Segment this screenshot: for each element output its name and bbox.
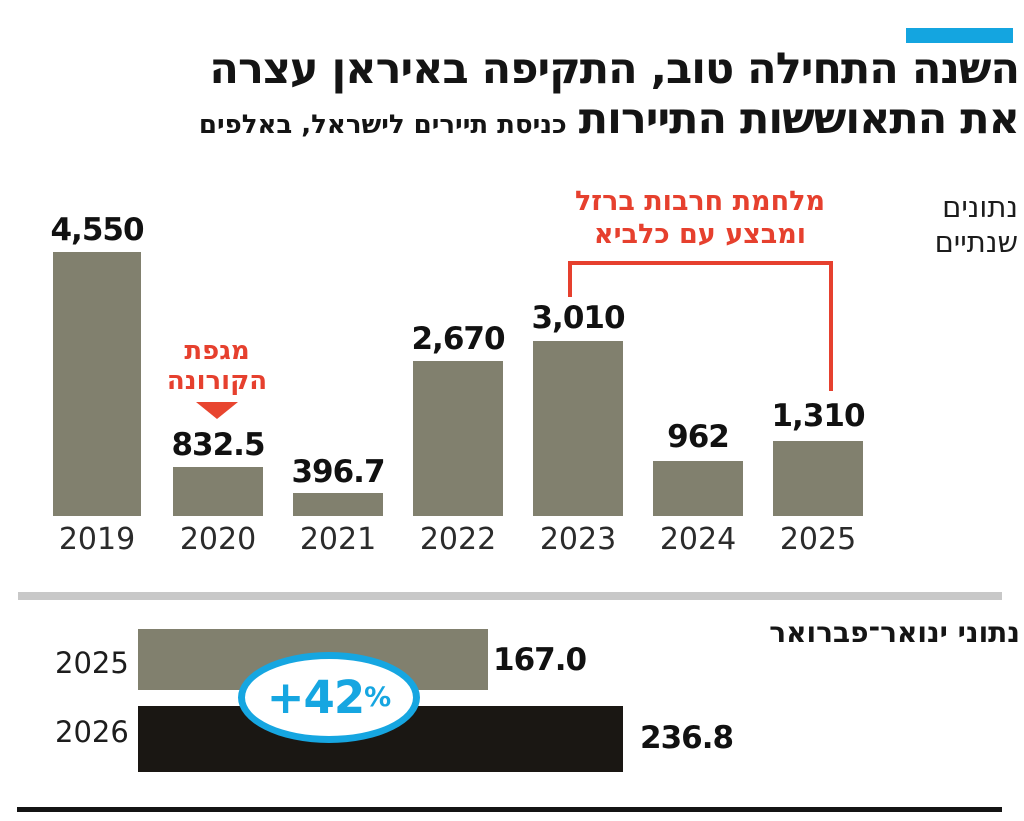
headline-line2: את התאוששות התיירות כניסת תיירים לישראל,… [198, 94, 1020, 144]
value-label-2022: 2,670 [411, 321, 505, 357]
bar-2021 [293, 493, 383, 516]
headline-line2-bold: את התאוששות התיירות [578, 94, 1020, 144]
value-label-2019: 4,550 [50, 212, 144, 248]
year-label-2020: 2020 [179, 522, 257, 557]
value-label-2023: 3,010 [531, 300, 625, 336]
corona-annotation-line1: מגפת [184, 336, 250, 366]
monthly-cat-2026: 2026 [55, 715, 129, 749]
bar-2022 [413, 361, 503, 516]
war-annotation: מלחמת חרבות ברזל ומבצע עם כלביא [575, 185, 825, 251]
year-label-2019: 2019 [58, 522, 136, 557]
growth-badge: +42 % [238, 652, 420, 743]
value-label-2021: 396.7 [291, 454, 385, 490]
bracket-right-tick [829, 261, 833, 391]
bar-2025 [773, 441, 863, 516]
growth-badge-value: +42 [266, 671, 365, 724]
growth-badge-unit: % [364, 682, 392, 713]
corona-annotation: מגפת הקורונה [167, 336, 267, 396]
bar-2023 [533, 341, 623, 516]
year-label-2025: 2025 [779, 522, 857, 557]
monthly-value-2025: 167.0 [493, 642, 587, 678]
monthly-value-2026: 236.8 [640, 720, 734, 756]
headline-line1: השנה התחילה טוב, התקיפה באיראן עצרה [209, 44, 1020, 94]
value-label-2024: 962 [667, 419, 730, 455]
section-divider [18, 592, 1002, 600]
annual-data-label: נתונים שנתיים [935, 190, 1018, 260]
down-triangle-icon [196, 402, 238, 419]
monthly-chart-title: נתוני ינואר־פברואר [769, 616, 1020, 649]
bottom-rule [17, 807, 1002, 812]
bar-2019 [53, 252, 141, 516]
bar-2024 [653, 461, 743, 516]
corona-annotation-line2: הקורונה [166, 366, 268, 396]
bar-2020 [173, 467, 263, 516]
bracket-left-tick [568, 261, 572, 297]
war-annotation-line1: מלחמת חרבות ברזל [574, 186, 826, 217]
year-label-2024: 2024 [659, 522, 737, 557]
accent-bar [906, 28, 1013, 43]
headline-subtitle: כניסת תיירים לישראל, באלפים [198, 110, 567, 140]
value-label-2025: 1,310 [771, 398, 865, 434]
annual-data-label-line2: שנתיים [934, 225, 1018, 259]
year-label-2021: 2021 [299, 522, 377, 557]
year-label-2022: 2022 [419, 522, 497, 557]
annual-data-label-line1: נתונים [942, 190, 1018, 224]
value-label-2020: 832.5 [171, 427, 265, 463]
war-annotation-line2: ומבצע עם כלביא [593, 219, 807, 250]
year-label-2023: 2023 [539, 522, 617, 557]
bracket-horizontal [568, 261, 833, 265]
monthly-cat-2025: 2025 [55, 646, 129, 680]
